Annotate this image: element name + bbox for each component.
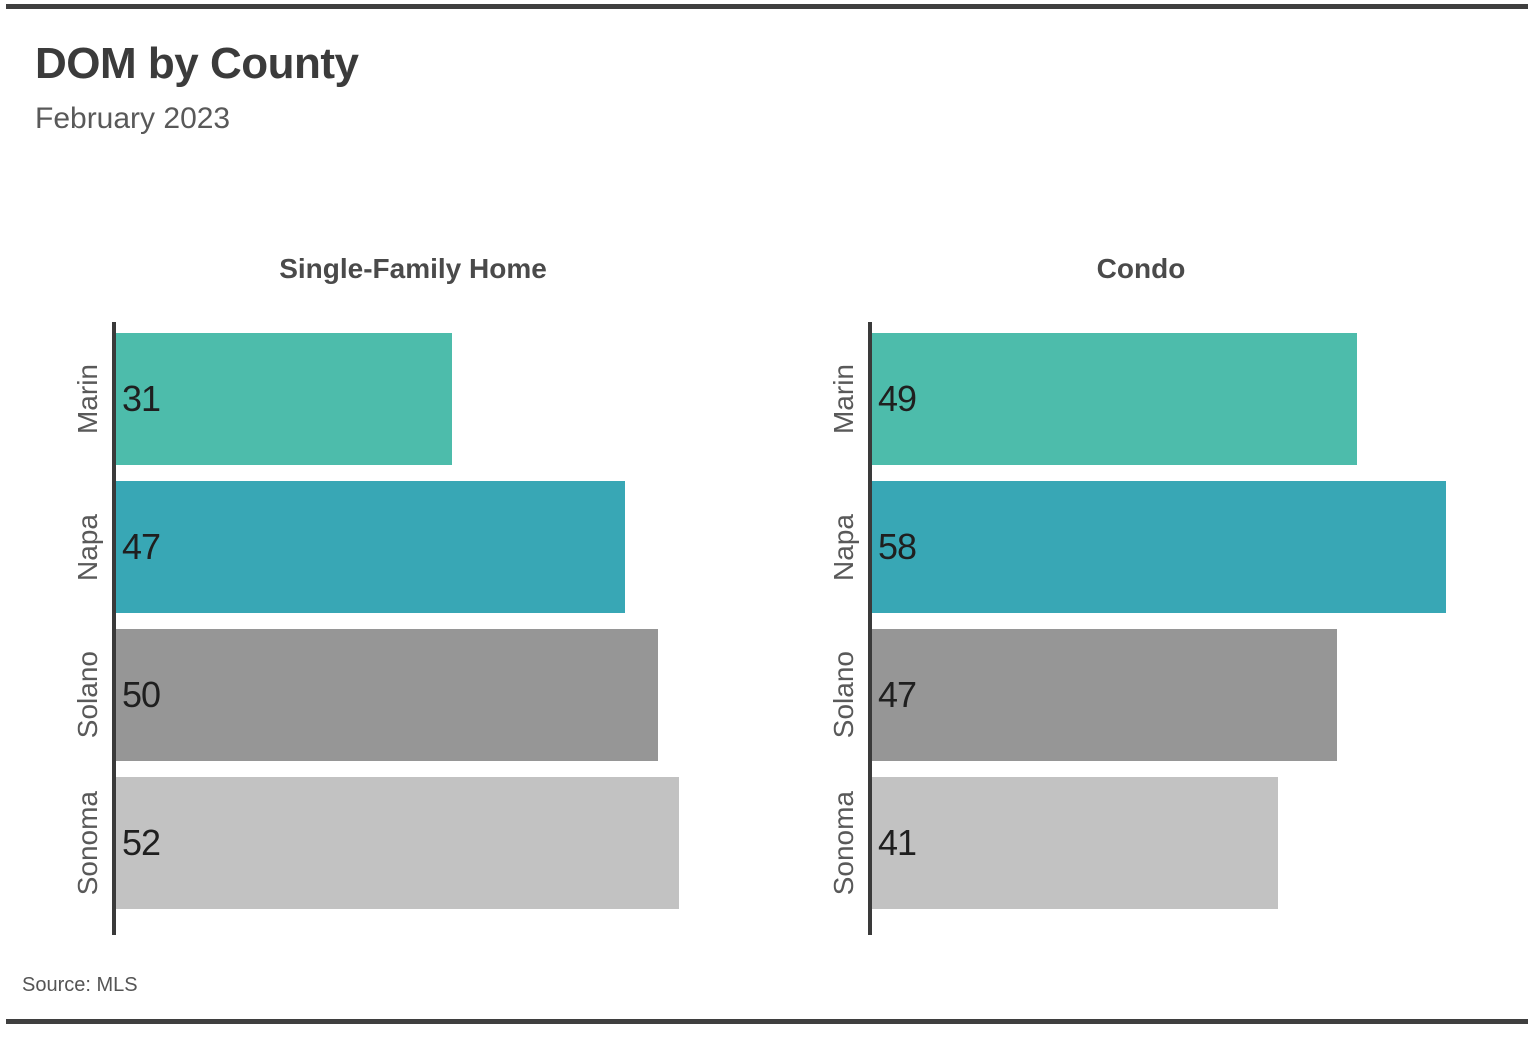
value-label: 47 [878,674,917,715]
bar: 47 [872,629,1338,761]
category-label-cell: Marin [60,333,116,465]
value-label: 49 [878,378,917,419]
value-label: 31 [122,378,161,419]
bar-row: Sonoma 52 [60,777,766,909]
bar-row: Marin 49 [816,333,1466,465]
source-note: Source: MLS [22,974,138,996]
bar: 41 [872,777,1278,909]
value-label: 52 [122,822,161,863]
bar-track: 31 [116,333,766,465]
category-label-cell: Sonoma [60,777,116,909]
chart-header: DOM by County February 2023 [35,39,359,136]
bar-row: Napa 47 [60,481,766,613]
category-label-cell: Marin [816,333,872,465]
condo-chart-title: Condo [1096,253,1186,284]
single-family-home-chart-title: Single-Family Home [279,253,547,284]
bar: 49 [872,333,1358,465]
bar-row: Napa 58 [816,481,1466,613]
y-axis-line [112,322,116,935]
single-family-home-plot: Marin 31 Napa 47 Solano 50 Sonoma 52 [60,322,766,935]
bar-row: Solano 50 [60,629,766,761]
bar: 47 [116,481,626,613]
value-label: 58 [878,526,917,567]
value-label: 50 [122,674,161,715]
category-label-cell: Solano [816,629,872,761]
category-label-cell: Napa [60,481,116,613]
condo-chart: Condo Marin 49 Napa 58 Solano 47 Sonoma 41 [816,252,1466,935]
charts-row: Single-Family Home Marin 31 Napa 47 Solano 50… [60,252,1466,935]
y-axis-line [868,322,872,935]
bar: 50 [116,629,658,761]
category-label: Solano [72,651,103,739]
bar-track: 41 [872,777,1466,909]
category-label: Solano [828,651,859,739]
single-family-home-chart: Single-Family Home Marin 31 Napa 47 Solano 50… [60,252,766,935]
category-label-cell: Solano [60,629,116,761]
category-label-cell: Sonoma [816,777,872,909]
bar-track: 47 [116,481,766,613]
category-label: Marin [72,363,103,434]
page-subtitle: February 2023 [35,102,231,136]
category-label: Napa [72,513,103,581]
bottom-divider [6,1019,1528,1024]
bar-track: 58 [872,481,1466,613]
bar-row: Sonoma 41 [816,777,1466,909]
category-label: Napa [828,513,859,581]
bar-track: 47 [872,629,1466,761]
bar: 31 [116,333,452,465]
category-label: Sonoma [828,790,859,896]
page-title: DOM by County [35,39,359,88]
category-label-cell: Napa [816,481,872,613]
value-label: 41 [878,822,917,863]
bar: 58 [872,481,1447,613]
category-label: Sonoma [72,790,103,896]
bar-row: Marin 31 [60,333,766,465]
value-label: 47 [122,526,161,567]
condo-plot: Marin 49 Napa 58 Solano 47 Sonoma 41 [816,322,1466,935]
bar-row: Solano 47 [816,629,1466,761]
bar-track: 50 [116,629,766,761]
category-label: Marin [828,363,859,434]
bar-track: 52 [116,777,766,909]
top-divider [6,4,1528,9]
bar-track: 49 [872,333,1466,465]
bar: 52 [116,777,680,909]
